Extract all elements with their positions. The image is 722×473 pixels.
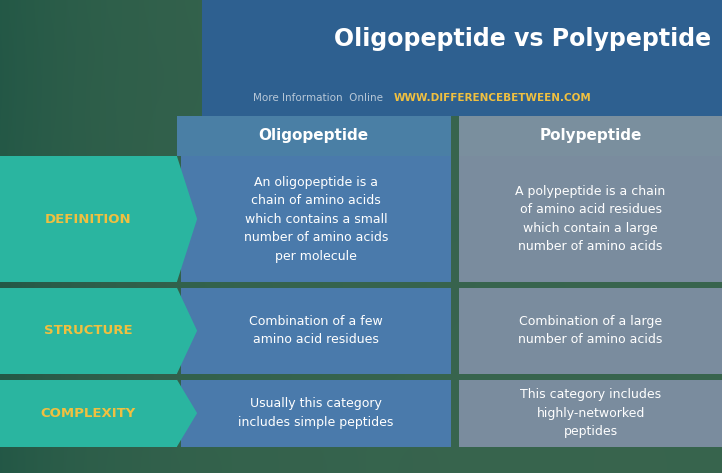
FancyBboxPatch shape [0,288,177,374]
Text: COMPLEXITY: COMPLEXITY [41,407,136,420]
Text: Polypeptide: Polypeptide [539,129,642,143]
FancyBboxPatch shape [181,288,451,374]
FancyBboxPatch shape [459,288,722,374]
FancyBboxPatch shape [181,156,451,282]
FancyBboxPatch shape [181,379,451,447]
Polygon shape [177,288,197,374]
FancyBboxPatch shape [0,379,177,447]
Polygon shape [177,379,197,447]
Text: Combination of a few
amino acid residues: Combination of a few amino acid residues [249,315,383,346]
Text: Oligopeptide: Oligopeptide [258,129,369,143]
Text: This category includes
highly-networked
peptides: This category includes highly-networked … [520,388,661,438]
Text: Combination of a large
number of amino acids: Combination of a large number of amino a… [518,315,663,346]
Text: WWW.DIFFERENCEBETWEEN.COM: WWW.DIFFERENCEBETWEEN.COM [393,93,591,103]
Text: An oligopeptide is a
chain of amino acids
which contains a small
number of amino: An oligopeptide is a chain of amino acid… [244,175,388,263]
FancyBboxPatch shape [459,156,722,282]
FancyBboxPatch shape [202,0,722,80]
Text: Oligopeptide vs Polypeptide: Oligopeptide vs Polypeptide [334,26,711,51]
FancyBboxPatch shape [202,80,722,116]
Polygon shape [177,156,197,282]
FancyBboxPatch shape [459,379,722,447]
Text: DEFINITION: DEFINITION [45,212,131,226]
FancyBboxPatch shape [459,116,722,156]
Text: A polypeptide is a chain
of amino acid residues
which contain a large
number of : A polypeptide is a chain of amino acid r… [516,185,666,253]
Text: More Information  Online: More Information Online [253,93,383,103]
FancyBboxPatch shape [0,156,177,282]
Text: STRUCTURE: STRUCTURE [44,324,133,337]
FancyBboxPatch shape [177,116,451,156]
Text: Usually this category
includes simple peptides: Usually this category includes simple pe… [238,397,393,429]
